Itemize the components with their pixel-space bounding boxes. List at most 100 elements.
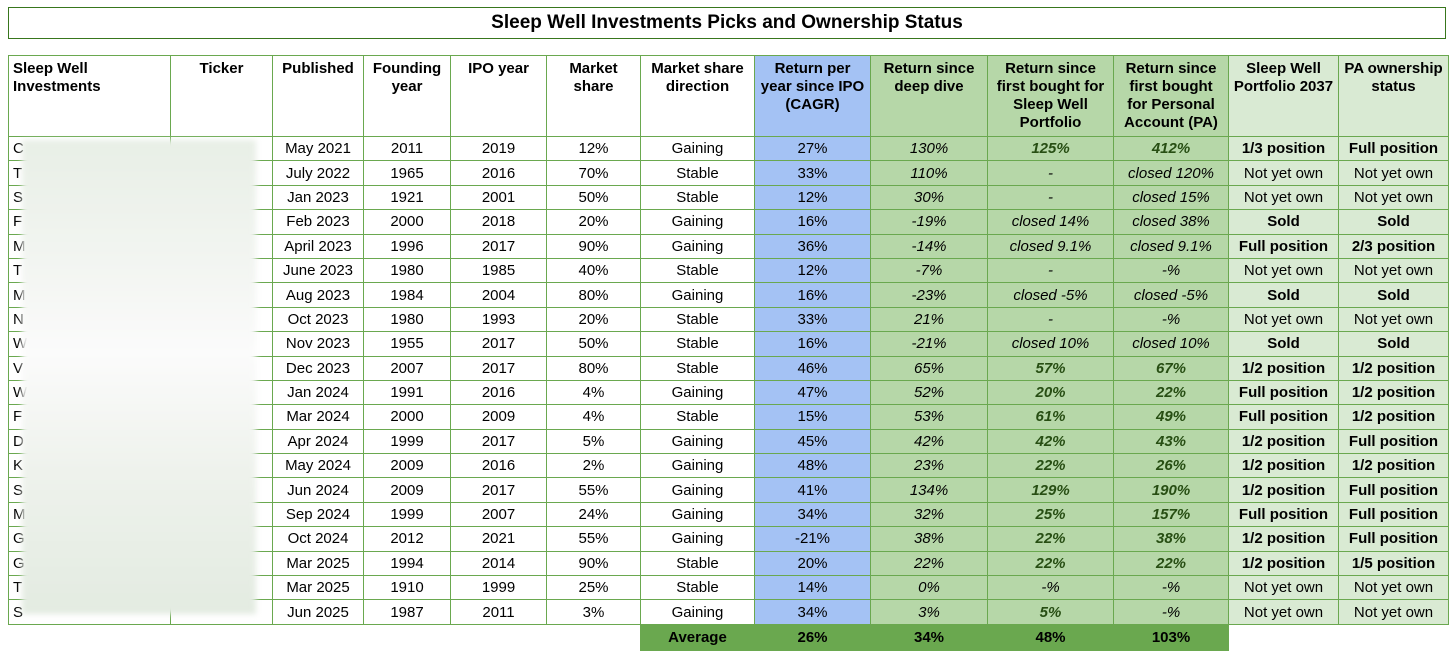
table-cell: 33% — [754, 160, 871, 186]
table-cell: Dec 2023 — [272, 355, 364, 381]
table-cell: 1994 — [363, 550, 451, 577]
table-cell: 5% — [987, 599, 1114, 625]
empty-cell — [1339, 624, 1449, 650]
table-cell: 70% — [546, 160, 641, 186]
column-header: Sleep Well Investments — [8, 55, 171, 137]
table-row: M Sep 2024 1999 2007 24% Gaining 34% 32% 25% 157%… — [8, 501, 1449, 528]
table-cell: 1999 — [363, 428, 451, 455]
table-cell: 130% — [870, 135, 988, 162]
table-cell: 2007 — [450, 501, 547, 528]
table-cell: 1991 — [363, 379, 451, 406]
table-cell: 412% — [1113, 135, 1229, 162]
table-cell: Stable — [640, 404, 755, 430]
header-row: Sleep Well Investments Ticker Published Fou… — [8, 55, 1449, 137]
table-body: C May 2021 2011 2019 12% Gaining 27% 130% 125% 41… — [8, 135, 1449, 651]
table-cell: May 2021 — [272, 135, 364, 162]
average-value: 103% — [1113, 623, 1229, 651]
column-header: Sleep Well Portfolio 2037 — [1228, 55, 1339, 137]
table-cell: 1980 — [363, 257, 451, 284]
table-cell: 15% — [754, 404, 871, 430]
table-cell: Not yet own — [1228, 599, 1339, 625]
table-cell: 67% — [1113, 355, 1229, 381]
table-cell: closed 10% — [987, 331, 1114, 357]
table-cell: 157% — [1113, 501, 1229, 528]
table-cell: Full position — [1228, 379, 1339, 406]
table-cell: -% — [1113, 257, 1229, 284]
table-cell: 1/2 position — [1228, 550, 1339, 577]
table-cell: 2018 — [450, 209, 547, 235]
table-cell: 2019 — [450, 135, 547, 162]
table-cell: 1/2 position — [1338, 355, 1449, 381]
column-header: Return since first bought for Sleep Well… — [987, 55, 1114, 137]
table-cell: Gaining — [640, 599, 755, 625]
table-cell: Sold — [1338, 282, 1449, 308]
redaction-blur — [22, 140, 256, 614]
table-cell: 45% — [754, 428, 871, 455]
table-cell: Jun 2025 — [272, 599, 364, 625]
table-cell: 190% — [1113, 477, 1229, 503]
table-cell: closed -5% — [1113, 282, 1229, 308]
table-cell: Mar 2024 — [272, 404, 364, 430]
average-value: 26% — [754, 623, 871, 651]
table-cell: 30% — [870, 184, 988, 211]
table-cell: 2011 — [363, 135, 451, 162]
table-cell: 53% — [870, 404, 988, 430]
empty-cell — [1229, 624, 1339, 650]
table-cell: Stable — [640, 306, 755, 333]
table-row: F Mar 2024 2000 2009 4% Stable 15% 53% 61% 49% Ful… — [8, 404, 1449, 430]
empty-cell — [451, 624, 547, 650]
table-cell: 1921 — [363, 184, 451, 211]
table-cell: 1/2 position — [1228, 526, 1339, 552]
table-cell: Gaining — [640, 233, 755, 259]
table-cell: 61% — [987, 404, 1114, 430]
table-cell: Feb 2023 — [272, 209, 364, 235]
table-cell: 2016 — [450, 160, 547, 186]
average-value: 34% — [870, 623, 988, 651]
table-cell: 2017 — [450, 233, 547, 259]
table-cell: Stable — [640, 575, 755, 601]
table-cell: 12% — [546, 135, 641, 162]
table-cell: Jun 2024 — [272, 477, 364, 503]
table-cell: 2009 — [363, 477, 451, 503]
table-cell: 55% — [546, 477, 641, 503]
table-cell: June 2023 — [272, 257, 364, 284]
table-cell: Oct 2023 — [272, 306, 364, 333]
picks-table: Sleep Well Investments Ticker Published Fou… — [8, 55, 1449, 651]
table-cell: 49% — [1113, 404, 1229, 430]
table-cell: 42% — [870, 428, 988, 455]
table-cell: 52% — [870, 379, 988, 406]
table-cell: 2016 — [450, 379, 547, 406]
table-cell: 46% — [754, 355, 871, 381]
table-cell: 1987 — [363, 599, 451, 625]
table-cell: 3% — [870, 599, 988, 625]
table-cell: 22% — [1113, 379, 1229, 406]
table-cell: 25% — [546, 575, 641, 601]
table-cell: 5% — [546, 428, 641, 455]
table-cell: 57% — [987, 355, 1114, 381]
table-cell: 134% — [870, 477, 988, 503]
table-cell: 34% — [754, 501, 871, 528]
table-cell: Nov 2023 — [272, 331, 364, 357]
table-cell: Stable — [640, 550, 755, 577]
table-cell: 41% — [754, 477, 871, 503]
table-cell: 65% — [870, 355, 988, 381]
table-cell: 4% — [546, 404, 641, 430]
column-header: Market share direction — [640, 55, 755, 137]
table-cell: closed 38% — [1113, 209, 1229, 235]
table-cell: 2017 — [450, 477, 547, 503]
table-cell: Jan 2023 — [272, 184, 364, 211]
table-cell: Stable — [640, 355, 755, 381]
table-row: D Apr 2024 1999 2017 5% Gaining 45% 42% 42% 43% 1/… — [8, 428, 1449, 455]
table-cell: -21% — [754, 526, 871, 552]
table-cell: 50% — [546, 331, 641, 357]
table-cell: 1910 — [363, 575, 451, 601]
column-header: Return per year since IPO (CAGR) — [754, 55, 871, 137]
table-cell: Full position — [1338, 135, 1449, 162]
table-cell: Full position — [1338, 477, 1449, 503]
table-cell: Gaining — [640, 379, 755, 406]
table-cell: 2009 — [450, 404, 547, 430]
table-cell: 20% — [754, 550, 871, 577]
table-cell: 2017 — [450, 428, 547, 455]
table-cell: -% — [1113, 306, 1229, 333]
table-cell: 38% — [870, 526, 988, 552]
